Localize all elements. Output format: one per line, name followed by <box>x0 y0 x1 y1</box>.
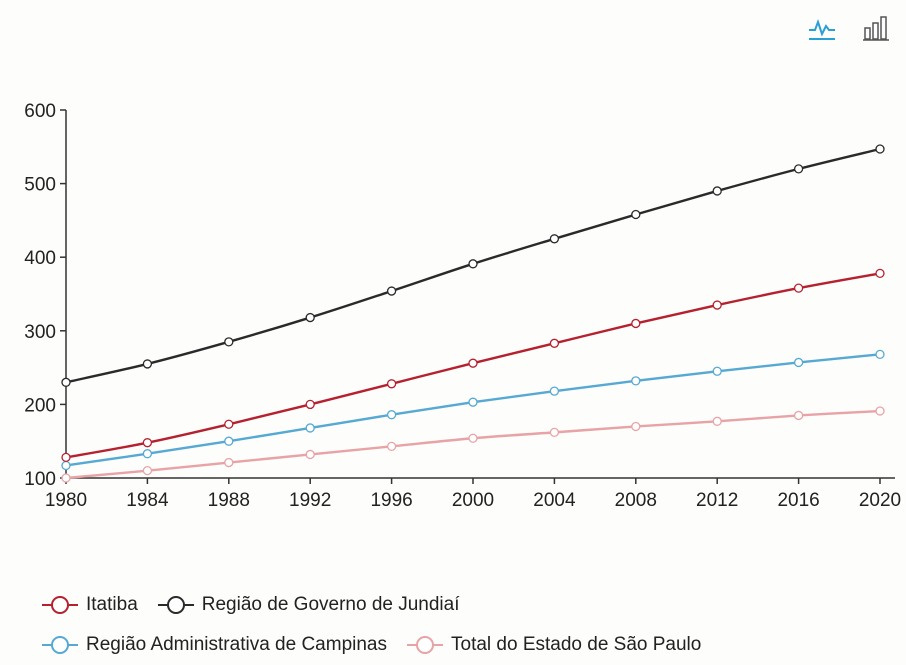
legend-label: Itatiba <box>86 594 138 615</box>
data-point[interactable] <box>712 416 722 426</box>
series-line <box>65 409 881 480</box>
data-point[interactable] <box>305 312 315 323</box>
y-tick-label: 100 <box>24 469 56 490</box>
series-layer <box>61 144 885 483</box>
axes: 100 200 300 400 500 600 1980 1984 1988 1992 1996 20… <box>24 101 901 511</box>
series-1 <box>61 144 885 387</box>
data-point[interactable] <box>142 449 153 459</box>
legend-row: Itatiba Região de Governo de Jundiaí <box>40 585 890 625</box>
legend-item[interactable]: Total do Estado de São Paulo <box>405 634 701 656</box>
series-2 <box>61 349 885 471</box>
data-point[interactable] <box>793 357 804 368</box>
data-point[interactable] <box>712 366 722 376</box>
x-tick-label: 1980 <box>45 490 87 511</box>
bar-chart-icon[interactable] <box>860 12 892 42</box>
data-point[interactable] <box>61 377 71 387</box>
x-tick-label: 2008 <box>615 490 657 511</box>
series-0 <box>61 268 885 463</box>
x-tick-label: 1996 <box>370 490 412 511</box>
data-point[interactable] <box>875 406 885 416</box>
data-point[interactable] <box>468 433 478 443</box>
y-tick-label: 400 <box>24 248 56 269</box>
y-tick-label: 200 <box>24 395 56 416</box>
data-point[interactable] <box>468 259 478 269</box>
series-line <box>65 353 881 467</box>
data-point[interactable] <box>61 460 71 471</box>
legend-label: Total do Estado de São Paulo <box>451 634 702 655</box>
x-tick-label: 2020 <box>859 490 901 511</box>
data-point[interactable] <box>386 379 397 389</box>
data-point[interactable] <box>631 376 641 386</box>
data-point[interactable] <box>61 452 71 463</box>
x-tick-label: 1984 <box>126 490 169 511</box>
data-point[interactable] <box>142 359 153 369</box>
x-tick-label: 1988 <box>208 490 250 511</box>
legend-marker <box>407 636 443 654</box>
data-point[interactable] <box>468 358 478 368</box>
data-point[interactable] <box>875 268 885 279</box>
data-point[interactable] <box>305 399 315 410</box>
data-point[interactable] <box>549 234 560 244</box>
data-point[interactable] <box>549 427 560 438</box>
x-tick-label: 2012 <box>696 490 738 511</box>
legend-item[interactable]: Itatiba <box>40 594 138 616</box>
data-point[interactable] <box>875 144 885 154</box>
data-point[interactable] <box>793 164 804 174</box>
data-point[interactable] <box>142 438 153 448</box>
data-point[interactable] <box>712 186 722 196</box>
data-point[interactable] <box>631 421 641 432</box>
legend-label: Região de Governo de Jundiaí <box>201 594 460 615</box>
data-point[interactable] <box>305 423 315 433</box>
data-point[interactable] <box>386 286 397 296</box>
data-point[interactable] <box>386 441 397 452</box>
x-tick-label: 2016 <box>777 490 819 511</box>
y-tick-label: 500 <box>24 175 56 196</box>
y-tick-label: 300 <box>24 322 56 343</box>
data-point[interactable] <box>386 410 397 420</box>
data-point[interactable] <box>224 337 234 347</box>
y-tick-label: 600 <box>24 101 56 122</box>
legend-marker <box>42 596 78 614</box>
data-point[interactable] <box>61 473 71 483</box>
legend-marker <box>42 636 78 654</box>
data-point[interactable] <box>631 209 641 220</box>
line-chart: 100 200 300 400 500 600 1980 1984 1988 1992 1996 20… <box>24 101 901 511</box>
x-tick-label: 1992 <box>289 490 331 511</box>
x-tick-label: 2004 <box>533 490 576 511</box>
legend: Itatiba Região de Governo de Jundiaí Regi… <box>40 585 890 665</box>
legend-item[interactable]: Região Administrativa de Campinas <box>40 634 387 656</box>
data-point[interactable] <box>224 457 234 468</box>
data-point[interactable] <box>224 419 234 429</box>
series-3 <box>61 406 885 483</box>
line-chart-icon[interactable] <box>806 12 838 42</box>
data-point[interactable] <box>549 386 560 396</box>
data-point[interactable] <box>793 283 804 293</box>
data-point[interactable] <box>631 318 641 329</box>
data-point[interactable] <box>793 410 804 421</box>
data-point[interactable] <box>305 449 315 460</box>
chart-toolbar <box>806 12 892 42</box>
legend-row: Região Administrativa de Campinas Total d… <box>40 625 890 665</box>
data-point[interactable] <box>224 436 234 446</box>
x-tick-label: 2000 <box>452 490 494 511</box>
data-point[interactable] <box>875 349 885 360</box>
data-point[interactable] <box>142 465 153 476</box>
legend-label: Região Administrativa de Campinas <box>86 634 387 655</box>
legend-marker <box>157 596 194 614</box>
data-point[interactable] <box>712 300 722 310</box>
data-point[interactable] <box>468 397 478 407</box>
data-point[interactable] <box>549 338 560 348</box>
legend-item[interactable]: Região de Governo de Jundiaí <box>156 594 460 616</box>
